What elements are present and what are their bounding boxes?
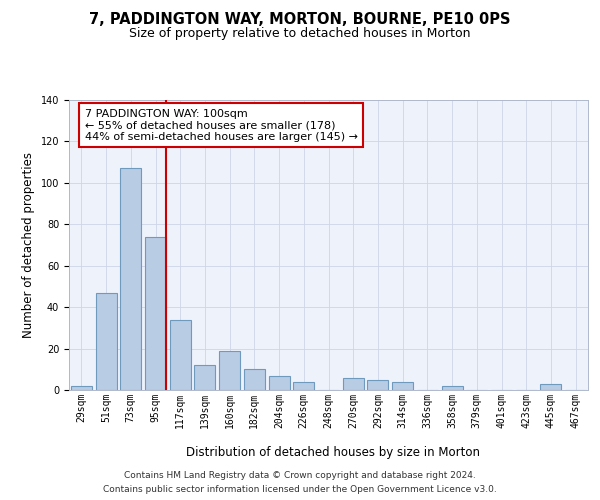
Bar xyxy=(293,382,314,390)
Bar xyxy=(71,386,92,390)
Text: Distribution of detached houses by size in Morton: Distribution of detached houses by size … xyxy=(186,446,480,459)
Bar xyxy=(170,320,191,390)
Bar xyxy=(367,380,388,390)
Bar xyxy=(442,386,463,390)
Bar xyxy=(269,376,290,390)
Bar xyxy=(392,382,413,390)
Bar xyxy=(541,384,562,390)
Y-axis label: Number of detached properties: Number of detached properties xyxy=(22,152,35,338)
Bar xyxy=(219,350,240,390)
Text: 7 PADDINGTON WAY: 100sqm
← 55% of detached houses are smaller (178)
44% of semi-: 7 PADDINGTON WAY: 100sqm ← 55% of detach… xyxy=(85,108,358,142)
Bar xyxy=(244,370,265,390)
Bar xyxy=(120,168,141,390)
Bar xyxy=(95,292,116,390)
Text: 7, PADDINGTON WAY, MORTON, BOURNE, PE10 0PS: 7, PADDINGTON WAY, MORTON, BOURNE, PE10 … xyxy=(89,12,511,28)
Bar xyxy=(194,365,215,390)
Bar xyxy=(343,378,364,390)
Text: Contains HM Land Registry data © Crown copyright and database right 2024.: Contains HM Land Registry data © Crown c… xyxy=(124,472,476,480)
Bar xyxy=(145,236,166,390)
Text: Contains public sector information licensed under the Open Government Licence v3: Contains public sector information licen… xyxy=(103,484,497,494)
Text: Size of property relative to detached houses in Morton: Size of property relative to detached ho… xyxy=(129,28,471,40)
